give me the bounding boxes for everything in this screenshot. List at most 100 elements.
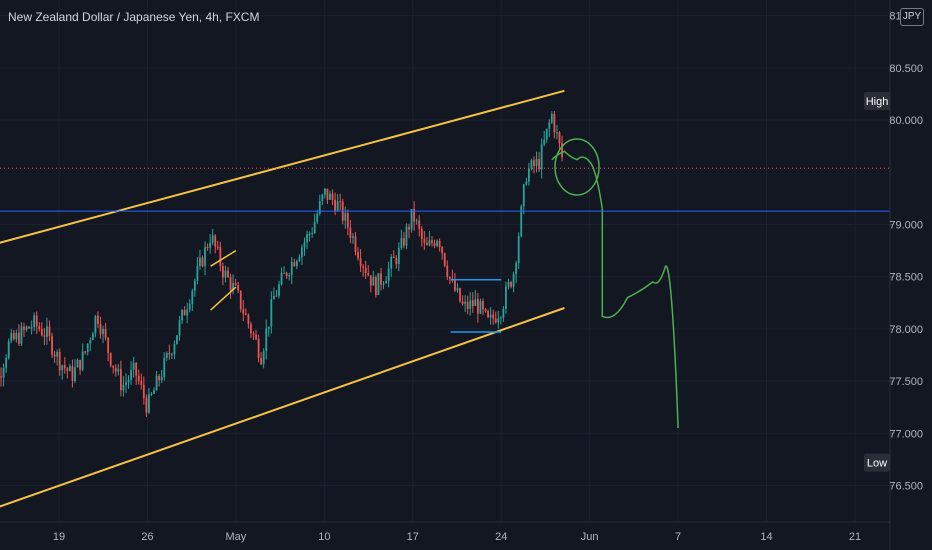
candle-body — [497, 318, 500, 323]
candle-body — [431, 240, 433, 243]
candle-body — [28, 326, 30, 329]
candle-body — [400, 238, 403, 248]
candle-body — [5, 358, 8, 368]
flag-upper-line — [210, 249, 237, 267]
candle-body — [321, 194, 324, 202]
candle-body — [53, 354, 56, 357]
candle-body — [489, 314, 492, 318]
candle-body — [219, 246, 222, 267]
candle-body — [76, 359, 79, 368]
candle-body — [193, 280, 196, 291]
candle-body — [510, 282, 512, 287]
candle-body — [397, 247, 400, 264]
time-tick-label: May — [225, 531, 246, 543]
high-marker-tag: High — [866, 96, 889, 108]
candle-body — [428, 240, 431, 246]
candle-body — [517, 236, 520, 263]
candle-body — [196, 265, 199, 281]
candle-body — [71, 366, 74, 382]
candle-body — [295, 260, 298, 267]
candle-body — [323, 188, 326, 195]
candle-body — [410, 208, 413, 230]
time-tick-label: 21 — [849, 531, 861, 543]
candle-body — [459, 288, 461, 302]
candle-body — [507, 282, 510, 287]
candle-body — [502, 308, 505, 318]
currency-badge[interactable]: JPY — [900, 8, 924, 26]
candle-body — [446, 265, 449, 277]
candle-body — [364, 267, 367, 274]
candle-body — [255, 334, 257, 340]
candle-body — [443, 253, 446, 266]
candle-body — [168, 352, 171, 355]
candle-body — [145, 397, 148, 413]
candle-body — [12, 333, 15, 340]
candle-body — [155, 375, 158, 391]
candle-body — [176, 335, 178, 345]
price-tick-label: 77.500 — [889, 376, 923, 388]
candle-body — [242, 309, 245, 314]
time-tick-label: 10 — [318, 531, 330, 543]
candle-body — [553, 113, 556, 133]
candle-body — [461, 301, 464, 304]
candle-body — [469, 300, 472, 309]
candle-body — [107, 337, 110, 353]
candle-body — [244, 313, 247, 315]
candle-body — [540, 144, 543, 170]
candle-body — [257, 339, 260, 358]
candle-body — [438, 240, 441, 248]
candle-body — [163, 357, 166, 377]
highlight-circle — [554, 138, 600, 196]
candle-body — [556, 132, 558, 134]
candle-body — [344, 213, 347, 221]
candle-body — [224, 270, 227, 278]
candle-body — [543, 139, 546, 145]
candle-body — [352, 236, 354, 238]
candle-body — [548, 122, 551, 129]
candle-body — [306, 234, 308, 243]
candle-body — [357, 251, 359, 259]
candle-body — [311, 232, 314, 234]
candle-body — [308, 233, 311, 235]
price-tick-label: 78.500 — [889, 272, 923, 284]
candle-body — [81, 351, 84, 370]
candle-body — [191, 290, 194, 305]
candle-body — [336, 201, 339, 212]
candle-body — [30, 327, 33, 329]
candle-body — [367, 273, 370, 276]
candle-body — [104, 328, 107, 338]
candle-body — [46, 326, 48, 337]
candle-body — [313, 221, 316, 233]
time-tick-label: 7 — [675, 531, 681, 543]
candle-body — [132, 362, 135, 370]
candle-body — [359, 258, 362, 267]
chart-title: New Zealand Dollar / Japanese Yen, 4h, F… — [8, 10, 260, 24]
candle-body — [20, 326, 23, 344]
candle-body — [408, 226, 410, 230]
candle-body — [535, 159, 538, 166]
candle-body — [339, 201, 342, 203]
candle-body — [56, 351, 59, 357]
candle-body — [545, 128, 548, 140]
candle-body — [135, 362, 138, 376]
candle-body — [140, 380, 143, 385]
price-tick-label: 79.000 — [889, 219, 923, 231]
candle-body — [188, 304, 191, 310]
candle-body — [385, 280, 387, 284]
price-axis-panel — [890, 0, 932, 550]
candle-body — [272, 296, 275, 300]
candle-body — [561, 143, 563, 158]
candle-body — [206, 246, 209, 248]
candle-body — [288, 275, 291, 277]
low-marker-tag: Low — [867, 458, 887, 470]
candle-body — [298, 257, 301, 261]
candle-body — [260, 357, 263, 365]
candle-body — [423, 238, 426, 243]
candle-body — [390, 256, 393, 269]
candle-body — [2, 367, 5, 378]
price-tick-label: 80.500 — [889, 63, 923, 75]
candle-body — [112, 365, 115, 368]
candle-body — [63, 365, 66, 369]
